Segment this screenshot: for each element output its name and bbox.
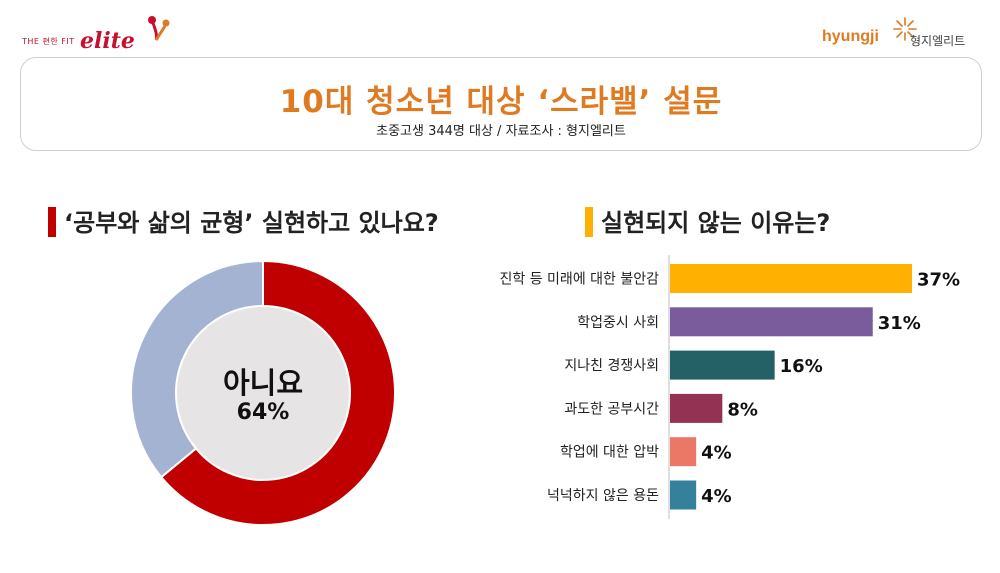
right-heading-marker bbox=[585, 207, 593, 237]
bar-value-label: 8% bbox=[727, 399, 758, 420]
right-section-heading: 실현되지 않는 이유는? bbox=[585, 203, 830, 238]
bar-category-label: 진학 등 미래에 대한 불안감 bbox=[500, 272, 660, 288]
bar-value-label: 4% bbox=[701, 486, 732, 507]
hyungji-logo: hyungji 형지엘리트 bbox=[810, 16, 980, 52]
bar-0 bbox=[670, 264, 912, 293]
bar-chart: 진학 등 미래에 대한 불안감 37% 학업중시 사회 31% 지나친 경쟁사회 16% 과… bbox=[500, 255, 960, 519]
right-heading-text: 실현되지 않는 이유는? bbox=[601, 209, 831, 237]
donut-center-label: 아니요 bbox=[222, 366, 304, 400]
logo-hyungji-text: hyungji bbox=[822, 28, 879, 45]
donut-center bbox=[177, 307, 349, 479]
donut-slice-0 bbox=[159, 259, 396, 526]
page-title: 10대 청소년 대상 ‘스라밸’ 설문 bbox=[279, 84, 723, 120]
bar-value-label: 37% bbox=[917, 270, 960, 291]
logo-small-text: THE 편한 FIT bbox=[22, 37, 75, 46]
left-section-heading: ‘공부와 삶의 균형’ 실현하고 있나요? bbox=[48, 203, 439, 238]
donut-slice-1 bbox=[130, 259, 264, 479]
sunburst-icon bbox=[893, 17, 917, 41]
left-heading-marker bbox=[48, 207, 56, 237]
bar-value-label: 4% bbox=[701, 443, 732, 464]
donut-center-value: 64% bbox=[236, 400, 290, 425]
bar-category-label: 과도한 공부시간 bbox=[564, 401, 659, 417]
bar-1 bbox=[670, 307, 873, 337]
bar-category-label: 학업중시 사회 bbox=[577, 315, 659, 331]
logo-korean-text: 형지엘리트 bbox=[910, 34, 966, 48]
bar-4 bbox=[670, 437, 697, 467]
donut-chart bbox=[130, 259, 396, 526]
bar-5 bbox=[670, 480, 697, 510]
bar-2 bbox=[670, 350, 775, 380]
bar-category-label: 넉넉하지 않은 용돈 bbox=[547, 488, 659, 504]
bar-value-label: 31% bbox=[878, 313, 921, 334]
elite-logo: THE 편한 FIT elite bbox=[22, 14, 170, 54]
left-heading-text: ‘공부와 삶의 균형’ 실현하고 있나요? bbox=[64, 209, 439, 237]
title-box: 10대 청소년 대상 ‘스라밸’ 설문 초중고생 344명 대상 / 자료조사 … bbox=[20, 57, 982, 151]
page-subtitle: 초중고생 344명 대상 / 자료조사 : 형지엘리트 bbox=[376, 124, 626, 139]
bar-category-label: 학업에 대한 압박 bbox=[560, 445, 659, 461]
logo-brand-text: elite bbox=[80, 28, 135, 54]
logo-decoration-icon bbox=[148, 16, 170, 41]
bar-category-label: 지나친 경쟁사회 bbox=[564, 358, 659, 374]
bar-value-label: 16% bbox=[780, 356, 823, 377]
bar-3 bbox=[670, 393, 723, 423]
